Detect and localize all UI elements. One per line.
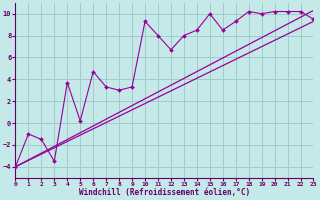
X-axis label: Windchill (Refroidissement éolien,°C): Windchill (Refroidissement éolien,°C) <box>79 188 250 197</box>
